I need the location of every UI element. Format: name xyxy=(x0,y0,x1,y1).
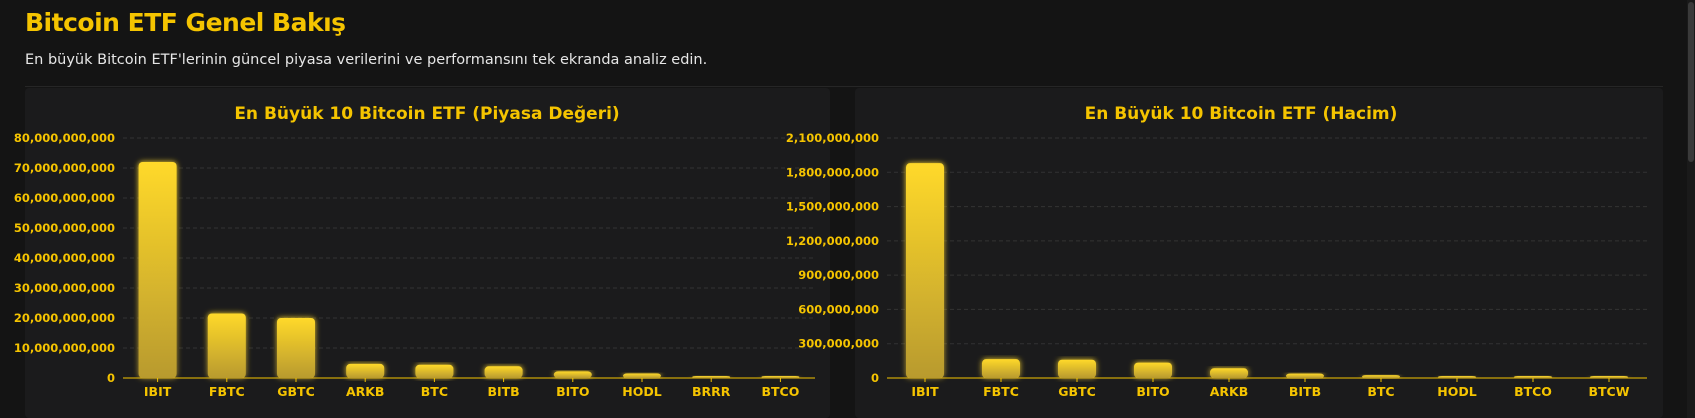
volume-ytick-label: 1,200,000,000 xyxy=(786,234,879,248)
volume-ytick-label: 900,000,000 xyxy=(798,268,879,282)
market-cap-bar-fbtc[interactable] xyxy=(207,313,246,379)
market-cap-bar-btc[interactable] xyxy=(415,364,454,378)
market-cap-bar-bitb[interactable] xyxy=(484,366,523,378)
market-cap-xtick-label: ARKB xyxy=(346,384,385,399)
market-cap-bar-btco[interactable] xyxy=(761,376,800,378)
header-divider xyxy=(25,86,1663,87)
volume-ytick-label: 600,000,000 xyxy=(798,302,879,316)
volume-bar-btco[interactable] xyxy=(1514,376,1552,378)
volume-xtick-label: BTCW xyxy=(1588,384,1629,399)
market-cap-ytick-label: 70,000,000,000 xyxy=(14,161,115,175)
volume-xtick-label: ARKB xyxy=(1210,384,1249,399)
volume-xtick-label: FBTC xyxy=(983,384,1019,399)
volume-ytick-label: 1,500,000,000 xyxy=(786,200,879,214)
volume-xtick-label: BTC xyxy=(1367,384,1394,399)
page-title: Bitcoin ETF Genel Bakış xyxy=(25,8,346,37)
market-cap-ytick-label: 60,000,000,000 xyxy=(14,191,115,205)
scrollbar-thumb[interactable] xyxy=(1688,2,1694,162)
volume-ytick-label: 2,100,000,000 xyxy=(786,131,879,145)
volume-bar-btc[interactable] xyxy=(1362,375,1400,378)
market-cap-xtick-label: BTCO xyxy=(761,384,799,399)
volume-ytick-label: 300,000,000 xyxy=(798,337,879,351)
market-cap-xtick-label: FBTC xyxy=(209,384,245,399)
volume-xtick-label: HODL xyxy=(1437,384,1476,399)
volume-xtick-label: BITB xyxy=(1289,384,1321,399)
market-cap-bar-bito[interactable] xyxy=(553,371,592,378)
market-cap-xtick-label: BRRR xyxy=(692,384,731,399)
volume-bar-ibit[interactable] xyxy=(906,163,944,378)
market-cap-xtick-label: BTC xyxy=(421,384,448,399)
market-cap-ytick-label: 80,000,000,000 xyxy=(14,131,115,145)
volume-bar-hodl[interactable] xyxy=(1438,375,1476,378)
market-cap-ytick-label: 50,000,000,000 xyxy=(14,221,115,235)
volume-bar-bitb[interactable] xyxy=(1286,373,1324,378)
market-cap-chart-title: En Büyük 10 Bitcoin ETF (Piyasa Değeri) xyxy=(234,104,619,124)
volume-ytick-label: 0 xyxy=(871,371,879,385)
volume-xtick-label: BTCO xyxy=(1514,384,1552,399)
volume-chart: En Büyük 10 Bitcoin ETF (Hacim) 0 300,000,… xyxy=(786,104,1647,399)
market-cap-ytick-label: 30,000,000,000 xyxy=(14,281,115,295)
market-cap-ytick-label: 10,000,000,000 xyxy=(14,341,115,355)
market-cap-bar-ibit[interactable] xyxy=(138,162,177,378)
market-cap-ytick-label: 0 xyxy=(107,371,115,385)
market-cap-bar-gbtc[interactable] xyxy=(277,318,315,378)
volume-xtick-label: IBIT xyxy=(911,384,939,399)
market-cap-ytick-label: 20,000,000,000 xyxy=(14,311,115,325)
market-cap-bar-hodl[interactable] xyxy=(623,373,661,379)
market-cap-xtick-label: IBIT xyxy=(144,384,172,399)
volume-chart-title: En Büyük 10 Bitcoin ETF (Hacim) xyxy=(1085,104,1398,124)
volume-bar-bito[interactable] xyxy=(1134,362,1172,378)
market-cap-xtick-label: BITO xyxy=(556,384,589,399)
market-cap-chart-panel: En Büyük 10 Bitcoin ETF (Piyasa Değeri) 0… xyxy=(14,88,830,418)
market-cap-ytick-label: 40,000,000,000 xyxy=(14,251,115,265)
volume-bar-btcw[interactable] xyxy=(1590,376,1628,378)
volume-chart-panel: En Büyük 10 Bitcoin ETF (Hacim) 0 300,000,… xyxy=(786,88,1663,418)
market-cap-bar-brrr[interactable] xyxy=(692,376,731,378)
page-subtitle: En büyük Bitcoin ETF'lerinin güncel piya… xyxy=(25,52,708,68)
volume-bar-fbtc[interactable] xyxy=(982,359,1020,378)
volume-bar-arkb[interactable] xyxy=(1210,368,1248,378)
market-cap-bar-arkb[interactable] xyxy=(346,363,385,378)
volume-xtick-label: BITO xyxy=(1136,384,1169,399)
market-cap-chart: En Büyük 10 Bitcoin ETF (Piyasa Değeri) 0… xyxy=(14,104,815,399)
volume-xtick-label: GBTC xyxy=(1058,384,1096,399)
page-scrollbar[interactable] xyxy=(1687,0,1695,418)
market-cap-xtick-label: HODL xyxy=(622,384,661,399)
volume-ytick-label: 1,800,000,000 xyxy=(786,165,879,179)
market-cap-xtick-label: GBTC xyxy=(277,384,315,399)
market-cap-xtick-label: BITB xyxy=(487,384,519,399)
volume-bar-gbtc[interactable] xyxy=(1058,359,1096,378)
